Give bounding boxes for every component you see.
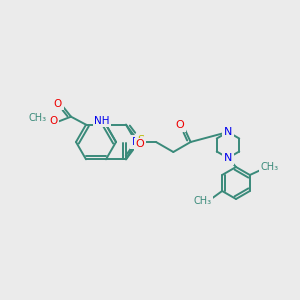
Text: N: N (224, 153, 232, 163)
Text: S: S (137, 135, 145, 145)
Text: O: O (175, 120, 184, 130)
Text: NH: NH (94, 116, 110, 126)
Text: O: O (49, 116, 57, 126)
Text: O: O (54, 99, 62, 109)
Text: CH₃: CH₃ (193, 196, 211, 206)
Text: CH₃: CH₃ (261, 162, 279, 172)
Text: O: O (136, 139, 144, 149)
Text: N: N (132, 137, 140, 147)
Text: CH₃: CH₃ (29, 113, 47, 123)
Text: N: N (224, 127, 232, 137)
